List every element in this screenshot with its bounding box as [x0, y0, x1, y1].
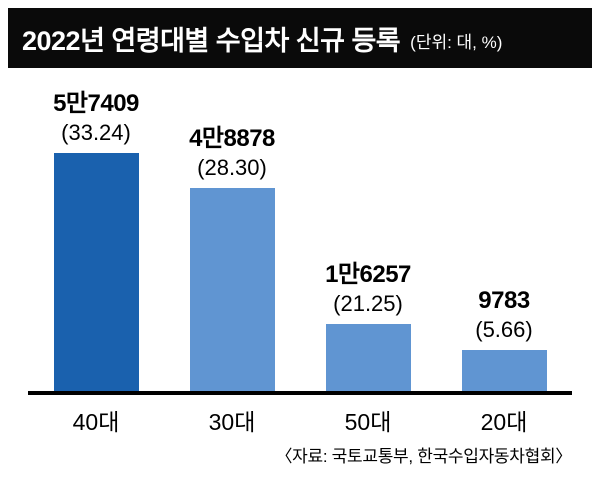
- bar-group-40s: 5만7409 (33.24): [28, 70, 164, 391]
- plot-area: 5만7409 (33.24) 4만8878 (28.30) 1만6257 (21…: [28, 70, 572, 395]
- bar-value-label: 9783: [478, 286, 530, 314]
- source-row: 〈자료: 국토교통부, 한국수입자동차협회〉: [28, 442, 572, 467]
- bar-pct-label: (21.25): [333, 290, 403, 316]
- bar-pct-label: (28.30): [197, 154, 267, 180]
- bar-group-20s: 9783 (5.66): [436, 70, 572, 391]
- bar-value-label: 5만7409: [53, 89, 139, 117]
- chart-unit-note: (단위: 대, %): [410, 32, 503, 52]
- category-label-30s: 30대: [208, 409, 256, 435]
- chart-title: 2022년 연령대별 수입차 신규 등록: [22, 25, 401, 56]
- bar-30s: [189, 188, 275, 391]
- category-label-20s: 20대: [480, 409, 528, 435]
- bar-pct-label: (5.66): [475, 316, 533, 342]
- category-axis: 40대 30대 50대 20대: [28, 399, 572, 435]
- bar-value-label: 4만8878: [189, 124, 275, 152]
- bar-50s: [325, 324, 411, 391]
- bar-40s: [53, 153, 139, 391]
- bar-20s: [461, 350, 547, 391]
- bar-pct-label: (33.24): [61, 119, 131, 145]
- chart-header: 2022년 연령대별 수입차 신규 등록 (단위: 대, %): [8, 8, 592, 68]
- bar-value-label: 1만6257: [325, 260, 411, 288]
- category-label-40s: 40대: [72, 409, 120, 435]
- bar-group-50s: 1만6257 (21.25): [300, 70, 436, 391]
- source-text: 〈자료: 국토교통부, 한국수입자동차협회〉: [275, 447, 572, 466]
- bar-group-30s: 4만8878 (28.30): [164, 70, 300, 391]
- category-label-50s: 50대: [344, 409, 392, 435]
